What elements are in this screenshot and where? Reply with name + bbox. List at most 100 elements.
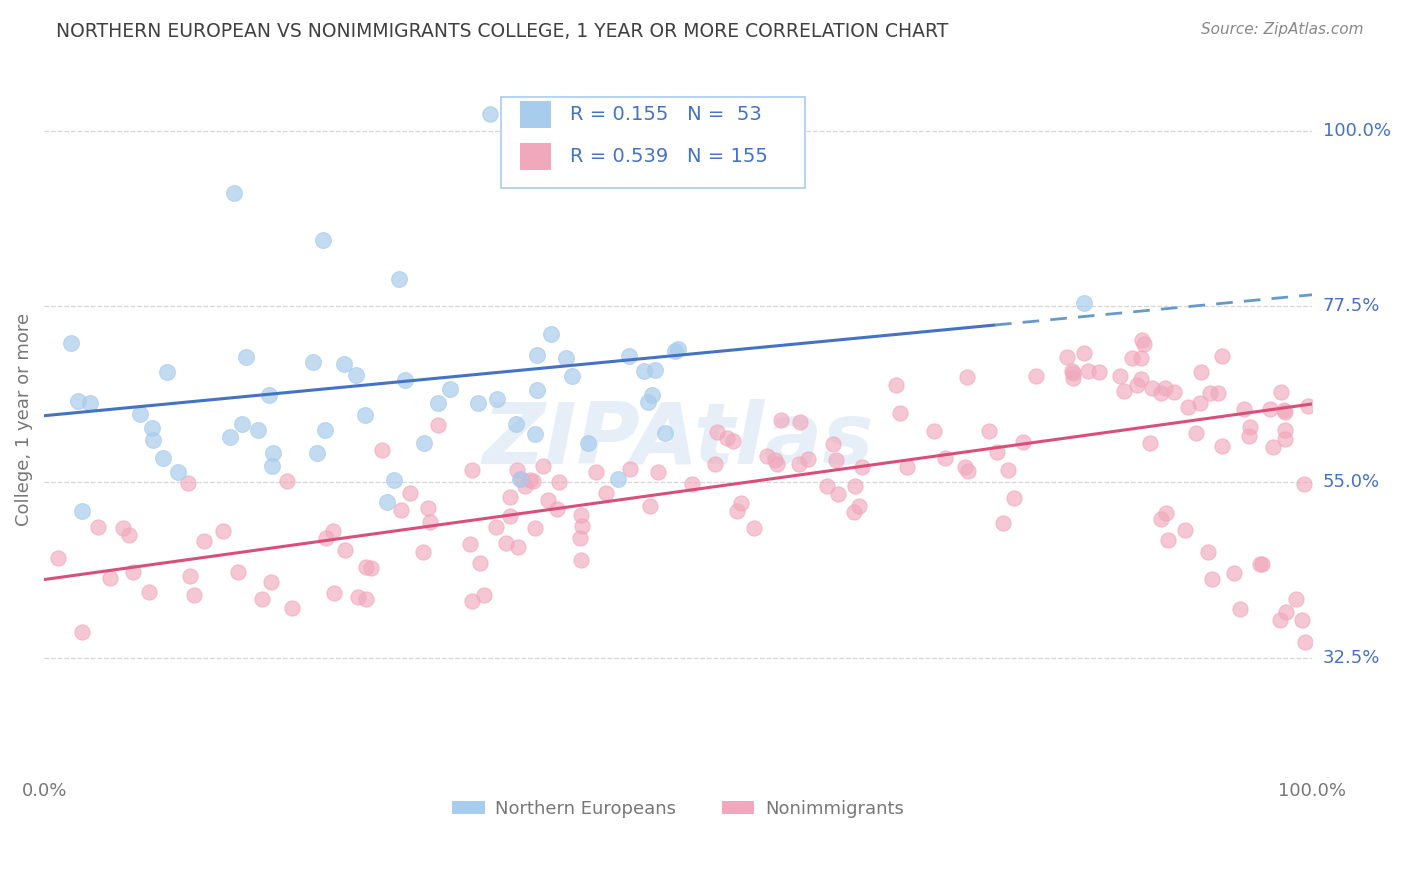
Point xyxy=(335,542,357,557)
Point xyxy=(370,443,392,458)
Point xyxy=(333,357,356,371)
Point xyxy=(354,560,377,574)
Point xyxy=(399,485,422,500)
Point xyxy=(499,508,522,523)
Point xyxy=(486,392,509,406)
Point xyxy=(505,463,527,477)
Point xyxy=(896,460,918,475)
Point xyxy=(531,458,554,473)
Point xyxy=(993,516,1015,530)
Point xyxy=(1130,372,1153,386)
Point xyxy=(305,446,328,460)
Point xyxy=(763,453,786,467)
Point xyxy=(479,175,502,189)
Point xyxy=(152,450,174,465)
Point xyxy=(1292,476,1315,491)
Point xyxy=(1002,491,1025,505)
Point xyxy=(522,474,544,488)
Point xyxy=(257,388,280,402)
Point xyxy=(730,496,752,510)
Point xyxy=(314,423,336,437)
Point xyxy=(302,355,325,369)
Point xyxy=(1206,386,1229,401)
Point xyxy=(956,370,979,384)
Point xyxy=(1154,381,1177,395)
Point xyxy=(1073,346,1095,360)
Point xyxy=(382,473,405,487)
Point xyxy=(1229,601,1251,615)
Point xyxy=(166,465,188,479)
Text: 32.5%: 32.5% xyxy=(1323,648,1381,666)
Point xyxy=(1270,384,1292,399)
Point xyxy=(262,459,284,474)
Point xyxy=(681,477,703,491)
Point xyxy=(1272,402,1295,417)
Point xyxy=(1142,381,1164,395)
Point xyxy=(468,556,491,570)
Legend: Northern Europeans, Nonimmigrants: Northern Europeans, Nonimmigrants xyxy=(444,792,911,825)
Point xyxy=(666,343,689,357)
Point xyxy=(495,536,517,550)
Point xyxy=(1188,396,1211,410)
Point xyxy=(59,336,82,351)
Point xyxy=(1270,613,1292,627)
Text: ZIPAtlas: ZIPAtlas xyxy=(482,400,873,483)
Point xyxy=(1121,351,1143,365)
Point xyxy=(156,365,179,379)
Point xyxy=(281,601,304,615)
Point xyxy=(360,560,382,574)
Point xyxy=(70,504,93,518)
Point xyxy=(67,393,90,408)
Point xyxy=(922,424,945,438)
Point xyxy=(1012,435,1035,450)
Point xyxy=(129,407,152,421)
Point xyxy=(827,486,849,500)
Point xyxy=(1222,566,1244,581)
Point xyxy=(633,364,655,378)
Point xyxy=(142,434,165,448)
Point xyxy=(569,553,592,567)
Point xyxy=(706,425,728,440)
Point xyxy=(555,351,578,365)
Point xyxy=(1249,557,1271,571)
Point xyxy=(1156,533,1178,548)
Point xyxy=(1056,350,1078,364)
Point xyxy=(884,378,907,392)
Point xyxy=(1258,402,1281,417)
Point xyxy=(250,592,273,607)
Point xyxy=(353,408,375,422)
Point xyxy=(576,435,599,450)
Text: NORTHERN EUROPEAN VS NONIMMIGRANTS COLLEGE, 1 YEAR OR MORE CORRELATION CHART: NORTHERN EUROPEAN VS NONIMMIGRANTS COLLE… xyxy=(56,22,949,41)
Point xyxy=(619,462,641,476)
Point xyxy=(375,495,398,509)
Point xyxy=(725,504,748,518)
Point xyxy=(1251,558,1274,572)
FancyBboxPatch shape xyxy=(520,143,551,169)
Point xyxy=(523,520,546,534)
Point xyxy=(231,417,253,431)
Point xyxy=(218,430,240,444)
Point xyxy=(389,502,412,516)
FancyBboxPatch shape xyxy=(520,101,551,128)
Point xyxy=(235,350,257,364)
Text: Source: ZipAtlas.com: Source: ZipAtlas.com xyxy=(1201,22,1364,37)
Point xyxy=(344,368,367,383)
Point xyxy=(1239,420,1261,434)
Point xyxy=(569,508,592,523)
Point xyxy=(641,387,664,401)
Point xyxy=(498,490,520,504)
Point xyxy=(1109,368,1132,383)
Point xyxy=(1201,572,1223,586)
Point xyxy=(472,588,495,602)
Point xyxy=(595,485,617,500)
Point xyxy=(461,594,484,608)
Point xyxy=(1233,402,1256,417)
Point xyxy=(1062,367,1084,381)
Point xyxy=(821,437,844,451)
Point xyxy=(1073,295,1095,310)
Point xyxy=(1274,405,1296,419)
Point xyxy=(716,431,738,445)
Point xyxy=(1274,605,1296,619)
Point xyxy=(276,475,298,489)
Point xyxy=(606,472,628,486)
